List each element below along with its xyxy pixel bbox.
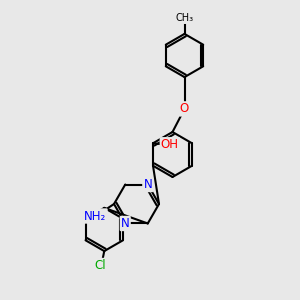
Text: OH: OH: [161, 138, 179, 151]
Text: CH₃: CH₃: [176, 13, 194, 23]
Text: O: O: [180, 102, 189, 116]
Text: N: N: [143, 178, 152, 191]
Text: NH₂: NH₂: [84, 209, 106, 223]
Text: N: N: [121, 217, 130, 230]
Text: Cl: Cl: [94, 259, 106, 272]
